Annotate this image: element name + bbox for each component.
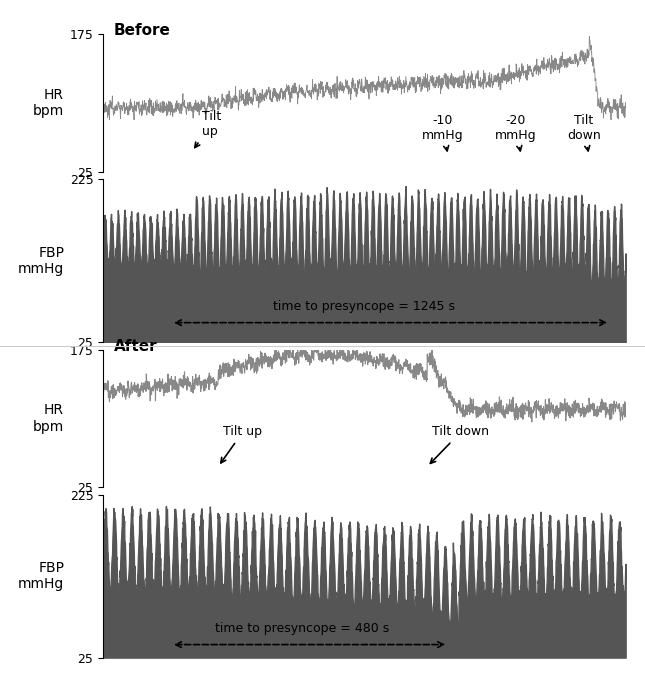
Y-axis label: HR
bpm: HR bpm [33,403,64,434]
Text: Tilt down: Tilt down [430,425,490,463]
Y-axis label: HR
bpm: HR bpm [33,88,64,119]
Text: time to presyncope = 1245 s: time to presyncope = 1245 s [273,300,455,313]
Text: Tilt up: Tilt up [221,425,263,463]
Y-axis label: FBP
mmHg: FBP mmHg [18,246,64,276]
Y-axis label: FBP
mmHg: FBP mmHg [18,561,64,591]
Text: Before: Before [114,23,170,38]
Text: After: After [114,338,157,353]
Text: Tilt
up: Tilt up [195,110,222,147]
Text: -10
mmHg: -10 mmHg [422,114,464,151]
Text: Tilt
down: Tilt down [567,114,600,151]
Text: -20
mmHg: -20 mmHg [495,114,537,151]
Text: time to presyncope = 480 s: time to presyncope = 480 s [215,622,389,635]
